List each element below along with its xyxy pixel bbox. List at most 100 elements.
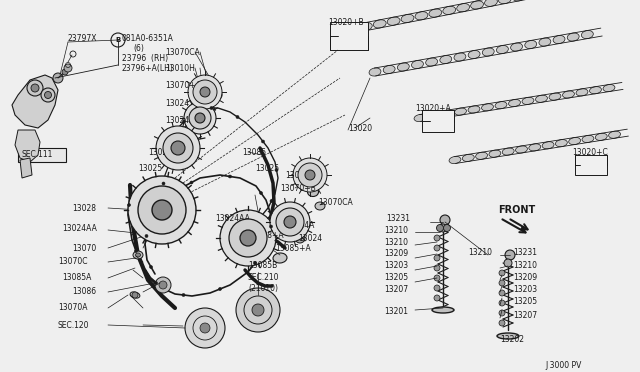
Text: 13202: 13202 — [500, 336, 524, 344]
Polygon shape — [12, 75, 58, 128]
Ellipse shape — [495, 102, 507, 109]
Circle shape — [276, 208, 304, 236]
Circle shape — [171, 141, 185, 155]
Ellipse shape — [525, 41, 537, 49]
Circle shape — [240, 230, 256, 246]
Text: 13210: 13210 — [384, 237, 408, 247]
Circle shape — [434, 295, 440, 301]
Text: 13024A: 13024A — [285, 221, 314, 230]
Circle shape — [182, 294, 185, 296]
Ellipse shape — [429, 9, 442, 17]
Circle shape — [504, 259, 512, 267]
Circle shape — [182, 120, 186, 123]
Text: 13085: 13085 — [242, 148, 266, 157]
Circle shape — [440, 215, 450, 225]
Circle shape — [436, 224, 444, 231]
Ellipse shape — [130, 292, 140, 298]
Text: J 3000 PV: J 3000 PV — [545, 360, 581, 369]
Ellipse shape — [332, 28, 344, 36]
Ellipse shape — [489, 150, 501, 157]
Ellipse shape — [145, 230, 151, 234]
Ellipse shape — [387, 17, 400, 25]
Circle shape — [154, 282, 157, 285]
Circle shape — [150, 266, 152, 269]
Ellipse shape — [539, 38, 551, 46]
Circle shape — [162, 182, 165, 185]
Ellipse shape — [468, 51, 480, 59]
Polygon shape — [20, 158, 32, 178]
Circle shape — [155, 277, 171, 293]
Text: 13024A: 13024A — [165, 115, 195, 125]
Ellipse shape — [200, 106, 211, 115]
Circle shape — [252, 304, 264, 316]
Circle shape — [505, 250, 515, 260]
Circle shape — [190, 181, 193, 184]
Ellipse shape — [603, 84, 615, 92]
Circle shape — [152, 200, 172, 220]
Text: 13020: 13020 — [348, 124, 372, 132]
Ellipse shape — [210, 90, 222, 100]
Circle shape — [298, 163, 322, 187]
Circle shape — [64, 64, 72, 72]
Ellipse shape — [454, 53, 466, 61]
Circle shape — [220, 210, 276, 266]
Ellipse shape — [260, 244, 270, 251]
Circle shape — [218, 288, 221, 291]
Circle shape — [134, 250, 138, 253]
Circle shape — [160, 203, 163, 206]
Circle shape — [138, 186, 186, 234]
Text: 23796+A(LH): 23796+A(LH) — [122, 64, 174, 73]
Circle shape — [284, 216, 296, 228]
Ellipse shape — [563, 91, 575, 98]
Ellipse shape — [609, 131, 621, 138]
Text: 13085+A: 13085+A — [275, 244, 311, 253]
Circle shape — [259, 192, 262, 195]
Text: 13070A: 13070A — [58, 304, 88, 312]
Ellipse shape — [522, 97, 534, 105]
Ellipse shape — [440, 55, 452, 64]
Ellipse shape — [454, 108, 467, 115]
Ellipse shape — [457, 4, 470, 12]
Ellipse shape — [315, 202, 325, 210]
Ellipse shape — [511, 43, 522, 51]
Text: 13070CA: 13070CA — [318, 198, 353, 206]
Ellipse shape — [549, 93, 561, 100]
Circle shape — [439, 224, 447, 232]
Ellipse shape — [383, 65, 395, 74]
Circle shape — [200, 87, 210, 97]
Text: 13028+A: 13028+A — [148, 148, 184, 157]
Ellipse shape — [462, 154, 474, 161]
Ellipse shape — [481, 104, 493, 111]
Circle shape — [173, 155, 175, 158]
Ellipse shape — [136, 253, 141, 257]
Circle shape — [190, 113, 200, 123]
Ellipse shape — [516, 146, 527, 153]
Circle shape — [236, 288, 280, 332]
Text: 13025: 13025 — [255, 164, 279, 173]
Circle shape — [434, 275, 440, 281]
Text: 13070: 13070 — [72, 244, 96, 253]
Ellipse shape — [307, 187, 319, 196]
Circle shape — [499, 270, 505, 276]
Ellipse shape — [553, 35, 565, 44]
Circle shape — [252, 222, 255, 225]
Text: 13024AA: 13024AA — [62, 224, 97, 232]
Circle shape — [188, 75, 222, 109]
Ellipse shape — [360, 22, 372, 31]
Text: 13207: 13207 — [513, 311, 537, 320]
Circle shape — [45, 92, 51, 99]
Ellipse shape — [426, 58, 438, 66]
Circle shape — [499, 310, 505, 316]
Circle shape — [62, 69, 68, 75]
Text: 13028+A: 13028+A — [248, 231, 284, 240]
Ellipse shape — [476, 152, 488, 159]
Circle shape — [210, 106, 213, 109]
Ellipse shape — [432, 307, 454, 313]
Circle shape — [41, 88, 55, 102]
Circle shape — [200, 323, 210, 333]
Circle shape — [434, 235, 440, 241]
Text: 13205: 13205 — [384, 273, 408, 282]
Ellipse shape — [414, 115, 426, 122]
Circle shape — [184, 102, 216, 134]
Ellipse shape — [470, 1, 483, 9]
